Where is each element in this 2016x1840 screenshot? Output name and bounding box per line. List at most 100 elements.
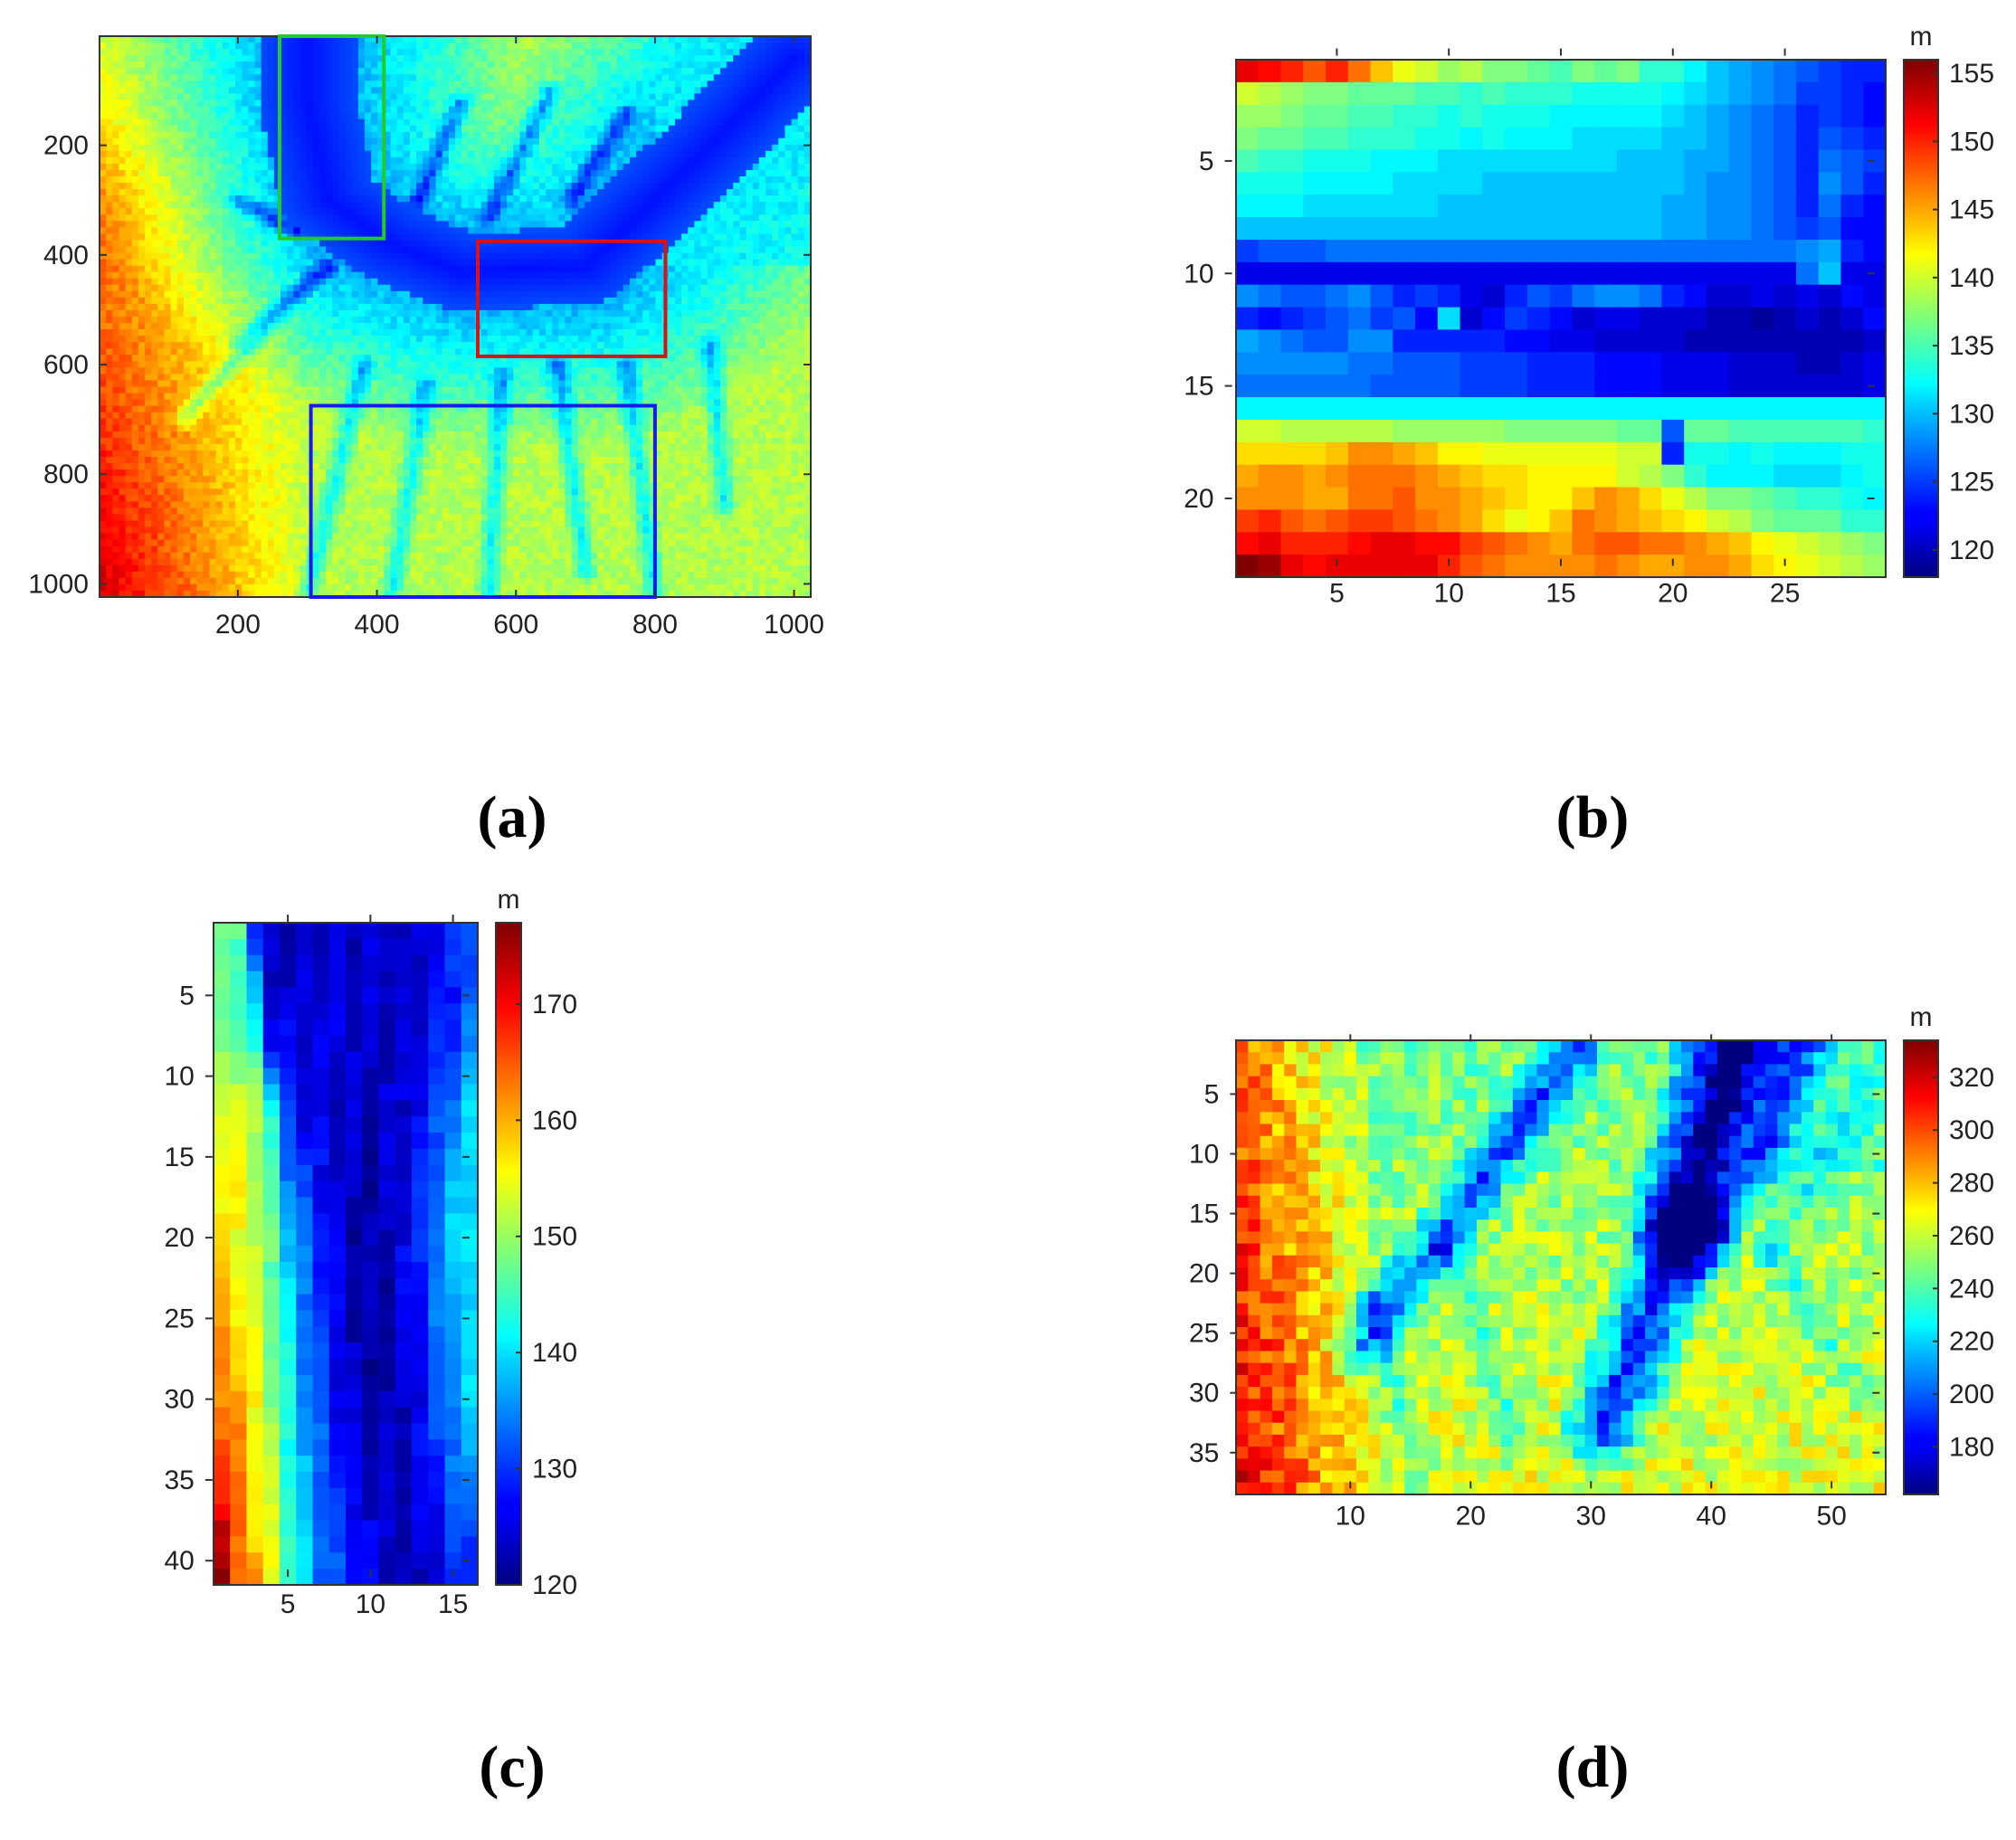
elevation-pixel bbox=[435, 93, 443, 101]
elevation-pixel bbox=[778, 259, 786, 267]
elevation-pixel bbox=[106, 323, 113, 330]
elevation-pixel bbox=[157, 119, 166, 127]
elevation-pixel bbox=[390, 74, 398, 81]
elevation-pixel bbox=[131, 138, 139, 146]
elevation-pixel bbox=[364, 169, 372, 177]
elevation-pixel bbox=[584, 271, 592, 280]
elevation-pixel bbox=[267, 259, 275, 267]
elevation-pixel bbox=[739, 252, 747, 261]
elevation-pixel bbox=[526, 55, 534, 62]
elevation-pixel bbox=[480, 214, 489, 222]
elevation-pixel bbox=[196, 202, 204, 209]
elevation-pixel bbox=[746, 265, 754, 273]
elevation-pixel bbox=[577, 183, 585, 190]
elevation-pixel bbox=[357, 246, 366, 254]
elevation-pixel bbox=[791, 290, 799, 299]
elevation-pixel bbox=[100, 233, 107, 242]
elevation-pixel bbox=[345, 93, 353, 101]
elevation-pixel bbox=[203, 163, 211, 171]
elevation-pixel bbox=[604, 150, 612, 158]
elevation-pixel bbox=[713, 125, 721, 133]
elevation-pixel bbox=[480, 208, 489, 215]
elevation-pixel bbox=[273, 284, 281, 292]
elevation-pixel bbox=[681, 214, 689, 222]
elevation-pixel bbox=[390, 62, 398, 69]
elevation-pixel bbox=[513, 68, 521, 75]
elevation-pixel bbox=[791, 297, 799, 305]
elevation-pixel bbox=[338, 189, 347, 196]
elevation-pixel bbox=[235, 303, 242, 311]
elevation-pixel bbox=[306, 112, 314, 120]
elevation-pixel bbox=[435, 150, 443, 158]
elevation-pixel bbox=[390, 323, 398, 330]
elevation-pixel bbox=[209, 100, 217, 108]
elevation-pixel bbox=[390, 278, 398, 286]
elevation-pixel bbox=[319, 119, 327, 127]
elevation-pixel bbox=[435, 284, 443, 292]
elevation-pixel bbox=[797, 240, 805, 248]
elevation-pixel bbox=[332, 176, 339, 184]
elevation-pixel bbox=[455, 202, 462, 209]
elevation-pixel bbox=[746, 309, 754, 318]
elevation-pixel bbox=[636, 208, 643, 215]
elevation-pixel bbox=[281, 125, 288, 133]
elevation-pixel bbox=[145, 246, 152, 254]
elevation-pixel bbox=[649, 112, 657, 120]
elevation-pixel bbox=[727, 246, 734, 254]
elevation-pixel bbox=[409, 163, 417, 171]
elevation-pixel bbox=[145, 43, 152, 50]
elevation-pixel bbox=[306, 189, 314, 196]
elevation-pixel bbox=[513, 156, 521, 165]
elevation-pixel bbox=[577, 317, 585, 324]
elevation-pixel bbox=[468, 221, 476, 228]
elevation-pixel bbox=[196, 303, 204, 311]
elevation-pixel bbox=[513, 74, 521, 81]
elevation-pixel bbox=[203, 323, 211, 330]
elevation-pixel bbox=[746, 62, 754, 69]
elevation-pixel bbox=[629, 284, 637, 292]
elevation-pixel bbox=[797, 112, 805, 120]
elevation-pixel bbox=[106, 271, 113, 280]
elevation-pixel bbox=[474, 74, 482, 81]
elevation-pixel bbox=[319, 100, 327, 108]
elevation-pixel bbox=[416, 36, 423, 43]
elevation-pixel bbox=[125, 323, 133, 330]
elevation-pixel bbox=[248, 290, 256, 299]
elevation-pixel bbox=[668, 131, 676, 139]
elevation-pixel bbox=[145, 195, 152, 203]
elevation-pixel bbox=[106, 176, 113, 184]
elevation-pixel bbox=[480, 278, 489, 286]
elevation-pixel bbox=[390, 252, 398, 261]
elevation-pixel bbox=[293, 208, 301, 215]
elevation-pixel bbox=[532, 259, 540, 267]
elevation-pixel bbox=[591, 49, 598, 56]
elevation-pixel bbox=[106, 68, 113, 75]
elevation-pixel bbox=[480, 221, 489, 228]
elevation-pixel bbox=[700, 271, 708, 280]
elevation-pixel bbox=[261, 214, 269, 222]
elevation-pixel bbox=[248, 49, 256, 56]
elevation-pixel bbox=[519, 87, 528, 95]
elevation-pixel bbox=[629, 317, 637, 324]
elevation-pixel bbox=[526, 43, 534, 50]
elevation-pixel bbox=[345, 150, 353, 158]
elevation-pixel bbox=[215, 265, 223, 273]
elevation-pixel bbox=[513, 183, 521, 190]
elevation-pixel bbox=[513, 284, 521, 292]
elevation-pixel bbox=[719, 214, 727, 222]
elevation-pixel bbox=[707, 259, 715, 267]
elevation-pixel bbox=[448, 278, 456, 286]
elevation-pixel bbox=[281, 93, 288, 101]
elevation-pixel bbox=[538, 106, 547, 114]
elevation-pixel bbox=[281, 119, 288, 127]
elevation-pixel bbox=[351, 49, 359, 56]
elevation-pixel bbox=[571, 163, 579, 171]
elevation-pixel bbox=[532, 74, 540, 81]
elevation-pixel bbox=[338, 240, 347, 248]
elevation-pixel bbox=[293, 87, 301, 95]
elevation-pixel bbox=[480, 49, 489, 56]
elevation-pixel bbox=[119, 163, 127, 171]
elevation-pixel bbox=[267, 265, 275, 273]
elevation-pixel bbox=[281, 252, 288, 261]
elevation-pixel bbox=[681, 93, 689, 101]
